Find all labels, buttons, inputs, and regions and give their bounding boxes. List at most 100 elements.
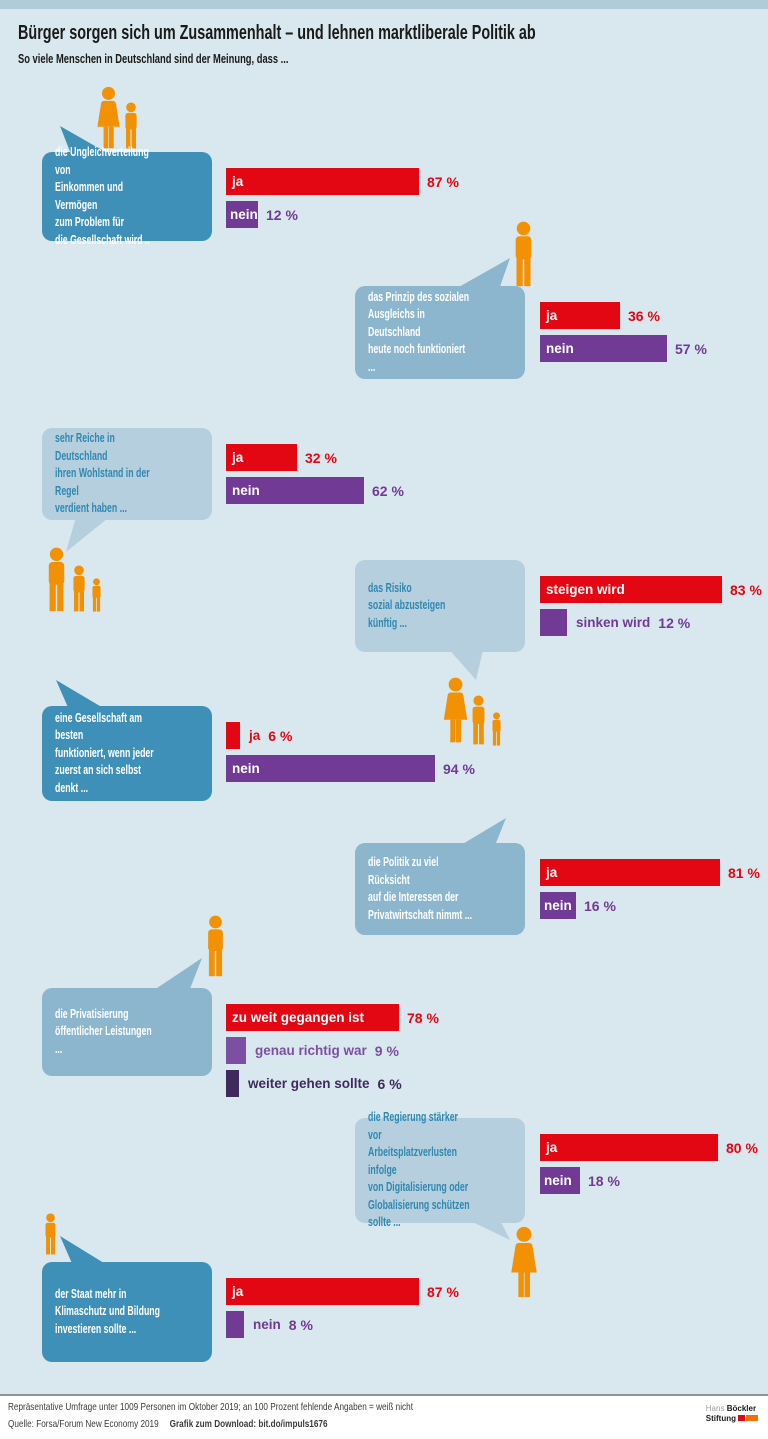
question-bubble-9: der Staat mehr in Klimaschutz und Bildun…	[42, 1262, 212, 1362]
page-subtitle: So viele Menschen in Deutschland sind de…	[18, 51, 289, 66]
bar-row-genau-richtig: genau richtig war 9 %	[226, 1037, 399, 1064]
bar-label: ja	[249, 728, 261, 743]
logo-orange-square	[746, 1414, 758, 1421]
man-icon	[40, 1213, 61, 1255]
footer: Repräsentative Umfrage unter 1009 Person…	[0, 1396, 768, 1439]
bar-nein: nein	[540, 335, 667, 362]
bar-steigen: steigen wird	[540, 576, 722, 603]
bar-ja: ja	[226, 168, 419, 195]
hans-boeckler-stiftung-logo: Hans Böckler Stiftung	[705, 1404, 758, 1423]
bar-value: 9 %	[374, 1042, 399, 1059]
bar-row-nein: nein 62 %	[226, 477, 404, 504]
bar-value: 12 %	[658, 614, 691, 631]
child-icon	[88, 578, 105, 612]
logo-red-square	[738, 1414, 745, 1421]
bar-row-nein: nein 94 %	[226, 755, 475, 782]
bar-value: 32 %	[305, 449, 337, 466]
bar-row-steigen: steigen wird 83 %	[540, 576, 762, 603]
bar-value: 87 %	[427, 1283, 459, 1300]
bar-nein: nein	[226, 477, 364, 504]
bar-value: 62 %	[372, 482, 404, 499]
question-bubble-2: das Prinzip des sozialen Ausgleichs in D…	[355, 286, 525, 379]
survey-note: Repräsentative Umfrage unter 1009 Person…	[8, 1401, 413, 1413]
question-text: das Prinzip des sozialen Ausgleichs in D…	[368, 289, 470, 374]
bar-nein: nein	[540, 1167, 580, 1194]
question-bubble-8: die Regierung stärker vor Arbeitsplatzve…	[355, 1110, 525, 1229]
source-line: Quelle: Forsa/Forum New Economy 2019 Graf…	[8, 1418, 328, 1430]
question-text: die Regierung stärker vor Arbeitsplatzve…	[368, 1110, 470, 1230]
bar-label: nein	[253, 1317, 281, 1332]
bar-genau-richtig	[226, 1037, 246, 1064]
bar-value: 83 %	[730, 581, 762, 598]
bar-row-ja: ja 6 %	[226, 722, 292, 749]
bar-ja	[226, 722, 240, 749]
bar-value: 6 %	[268, 727, 293, 744]
bar-row-weiter-gehen: weiter gehen sollte 6 %	[226, 1070, 402, 1097]
man-icon	[200, 915, 231, 977]
bar-nein: nein	[226, 201, 258, 228]
question-bubble-4: das Risiko sozial abzusteigen künftig ..…	[355, 560, 525, 652]
bar-ja: ja	[540, 302, 620, 329]
question-bubble-5: eine Gesellschaft am besten funktioniert…	[42, 706, 212, 801]
bar-value: 80 %	[726, 1139, 758, 1156]
bar-value: 78 %	[407, 1009, 439, 1026]
woman-icon	[504, 1226, 544, 1299]
bar-row-ja: ja 87 %	[226, 1278, 459, 1305]
question-bubble-1: die Ungleichverteilung von Einkommen und…	[42, 145, 212, 247]
bar-weiter-gehen	[226, 1070, 239, 1097]
bar-row-ja: ja 80 %	[540, 1134, 758, 1161]
bar-value: 36 %	[628, 307, 660, 324]
bar-row-nein: nein 18 %	[540, 1167, 620, 1194]
bar-row-ja: ja 32 %	[226, 444, 337, 471]
bar-value: 94 %	[443, 760, 475, 777]
question-bubble-3: sehr Reiche in Deutschland ihren Wohlsta…	[42, 428, 212, 520]
question-bubble-6: die Politik zu viel Rücksicht auf die In…	[355, 843, 525, 935]
bar-row-nein: nein 12 %	[226, 201, 298, 228]
top-strip	[0, 0, 768, 9]
question-text: die Ungleichverteilung von Einkommen und…	[55, 145, 150, 247]
question-bubble-7: die Privatisierung öffentlicher Leistung…	[42, 988, 212, 1076]
bar-ja: ja	[226, 1278, 419, 1305]
question-text: das Risiko sozial abzusteigen künftig ..…	[368, 580, 446, 630]
bar-row-ja: ja 81 %	[540, 859, 760, 886]
bar-nein: nein	[226, 755, 435, 782]
bar-row-sinken: sinken wird 12 %	[540, 609, 690, 636]
bar-row-nein: nein 8 %	[226, 1311, 313, 1338]
bar-zu-weit: zu weit gegangen ist	[226, 1004, 399, 1031]
bar-value: 18 %	[588, 1172, 620, 1189]
man-icon	[507, 221, 540, 287]
question-text: eine Gesellschaft am besten funktioniert…	[55, 710, 154, 795]
bar-value: 87 %	[427, 173, 459, 190]
bar-label: sinken wird	[576, 615, 651, 630]
bar-value: 6 %	[377, 1075, 402, 1092]
bar-row-ja: ja 36 %	[540, 302, 660, 329]
question-text: die Politik zu viel Rücksicht auf die In…	[368, 855, 473, 922]
child-icon	[488, 712, 505, 746]
bar-value: 57 %	[675, 340, 707, 357]
bar-value: 12 %	[266, 206, 298, 223]
bar-row-nein: nein 16 %	[540, 892, 616, 919]
source-text: Quelle: Forsa/Forum New Economy 2019	[8, 1418, 159, 1430]
bar-value: 81 %	[728, 864, 760, 881]
bar-label: weiter gehen sollte	[248, 1076, 370, 1091]
question-text: sehr Reiche in Deutschland ihren Wohlsta…	[55, 431, 150, 516]
bar-row-nein: nein 57 %	[540, 335, 707, 362]
bar-ja: ja	[540, 859, 720, 886]
question-text: der Staat mehr in Klimaschutz und Bildun…	[55, 1286, 160, 1336]
question-text: die Privatisierung öffentlicher Leistung…	[55, 1006, 152, 1056]
bar-label: genau richtig war	[255, 1043, 367, 1058]
bar-sinken	[540, 609, 567, 636]
bar-row-ja: ja 87 %	[226, 168, 459, 195]
footer-divider	[0, 1394, 768, 1396]
bar-nein: nein	[540, 892, 576, 919]
child-icon	[119, 102, 143, 149]
page-title: Bürger sorgen sich um Zusammenhalt – und…	[18, 22, 536, 44]
bar-ja: ja	[540, 1134, 718, 1161]
bar-value: 16 %	[584, 897, 616, 914]
bar-ja: ja	[226, 444, 297, 471]
bar-value: 8 %	[288, 1316, 313, 1333]
download-link[interactable]: Grafik zum Download: bit.do/impuls1676	[169, 1418, 328, 1430]
bar-row-zu-weit: zu weit gegangen ist 78 %	[226, 1004, 439, 1031]
bar-nein	[226, 1311, 244, 1338]
